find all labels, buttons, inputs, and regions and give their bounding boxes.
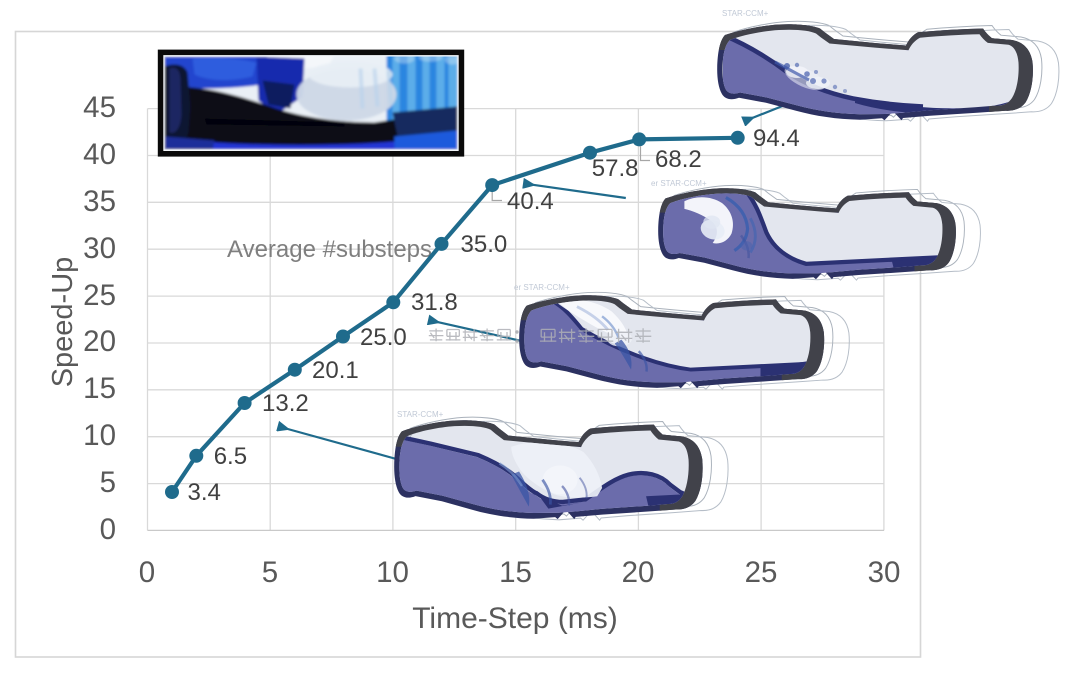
svg-text:10: 10 xyxy=(376,556,409,589)
svg-text:31.8: 31.8 xyxy=(411,289,458,316)
svg-text:25: 25 xyxy=(745,556,778,589)
svg-text:0: 0 xyxy=(139,556,155,589)
svg-text:45: 45 xyxy=(83,91,116,124)
svg-text:68.2: 68.2 xyxy=(655,146,702,173)
svg-text:Average #substeps: Average #substeps xyxy=(227,236,432,263)
svg-text:15: 15 xyxy=(83,372,116,405)
svg-text:STAR-CCM+: STAR-CCM+ xyxy=(722,9,769,18)
svg-text:5: 5 xyxy=(100,466,116,499)
svg-text:30: 30 xyxy=(83,232,116,265)
svg-text:30: 30 xyxy=(868,556,901,589)
svg-text:5: 5 xyxy=(262,556,278,589)
svg-text:20: 20 xyxy=(83,325,116,358)
svg-text:3.4: 3.4 xyxy=(188,479,221,506)
svg-text:35.0: 35.0 xyxy=(461,231,508,258)
svg-text:STAR-CCM+: STAR-CCM+ xyxy=(397,410,444,419)
svg-text:25.0: 25.0 xyxy=(360,324,407,351)
svg-text:10: 10 xyxy=(83,419,116,452)
svg-text:35: 35 xyxy=(83,185,116,218)
svg-text:Time-Step (ms): Time-Step (ms) xyxy=(412,602,618,635)
svg-text:40: 40 xyxy=(83,138,116,171)
svg-text:6.5: 6.5 xyxy=(214,443,247,470)
svg-text:57.8: 57.8 xyxy=(592,155,639,182)
svg-text:15: 15 xyxy=(499,556,532,589)
svg-text:20: 20 xyxy=(622,556,655,589)
svg-text:Speed-Up: Speed-Up xyxy=(47,257,79,388)
svg-text:40.4: 40.4 xyxy=(507,188,554,215)
svg-text:13.2: 13.2 xyxy=(262,390,309,417)
svg-text:94.4: 94.4 xyxy=(753,125,800,152)
svg-text:20.1: 20.1 xyxy=(312,357,359,384)
svg-text:er STAR-CCM+: er STAR-CCM+ xyxy=(514,283,570,292)
svg-text:25: 25 xyxy=(83,279,116,312)
svg-text:er STAR-CCM+: er STAR-CCM+ xyxy=(651,179,707,188)
svg-text:0: 0 xyxy=(100,513,116,546)
